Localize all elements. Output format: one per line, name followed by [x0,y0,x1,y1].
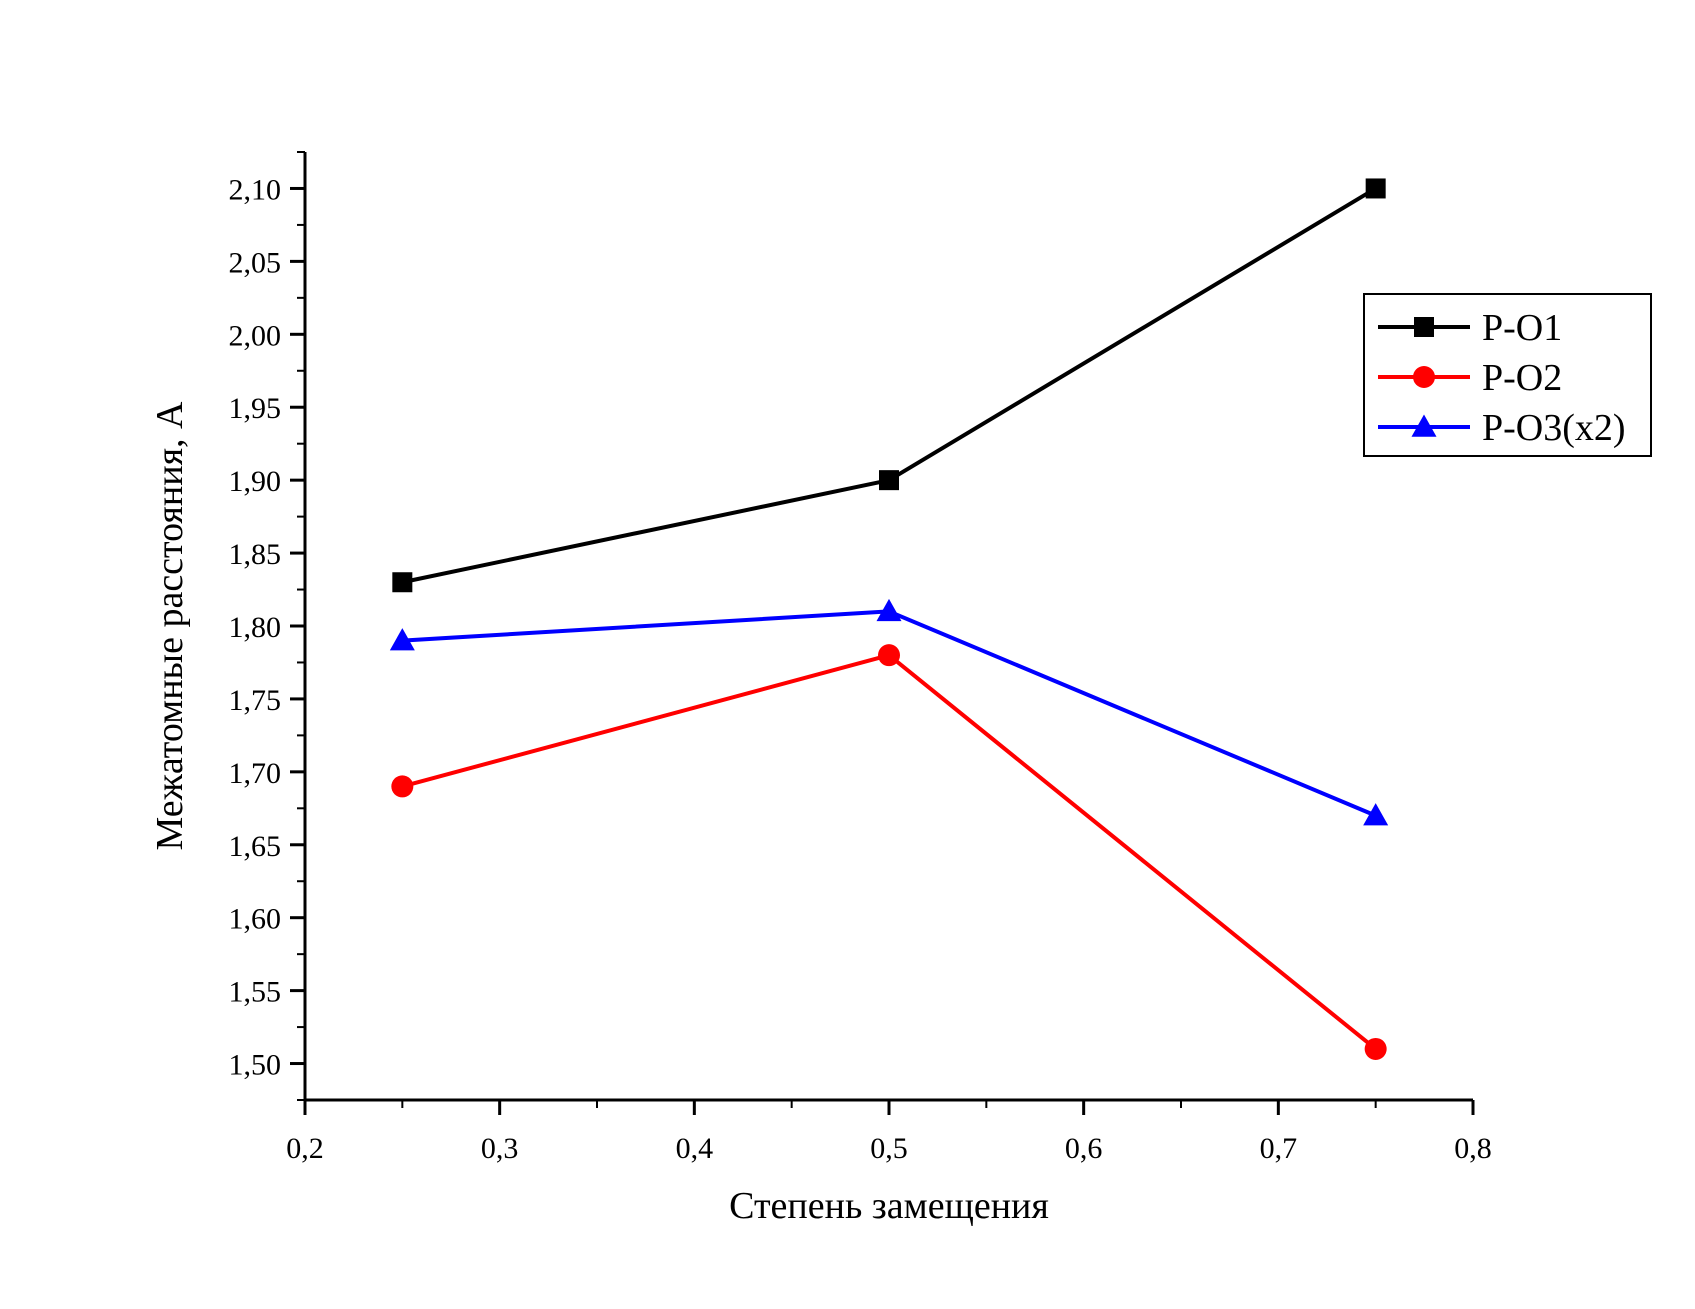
series-P-O2 [391,644,1387,1060]
legend-label: P-O2 [1482,357,1562,399]
data-point-square [392,572,413,593]
y-tick-label: 1,85 [229,538,282,571]
x-tick-label: 0,8 [1454,1132,1492,1165]
legend-label: P-O1 [1482,307,1562,349]
y-tick-label: 1,60 [229,903,282,936]
y-tick-label: 1,95 [229,392,282,425]
data-point-circle [391,775,414,798]
legend-entry: P-O2 [1378,357,1562,399]
y-tick-label: 1,65 [229,830,282,863]
y-tick-label: 1,70 [229,757,282,790]
x-ticks: 0,2 0,3 0,4 0,5 0,6 0,7 0,8 [286,1100,1492,1165]
legend-label: P-O3(x2) [1482,407,1626,449]
data-point-square [879,470,899,491]
data-point-circle [878,644,900,667]
series-line [401,186,1377,585]
series-layer [389,178,1389,1060]
x-tick-label: 0,2 [286,1132,324,1165]
data-point-triangle [389,628,415,651]
data-point-circle [1364,1037,1387,1060]
y-axis-title: Межатомные расстояния, А [149,401,191,851]
legend: P-O1 P-O2 P-O3(x2) [1363,293,1652,457]
series-line [402,609,1377,818]
data-point-triangle [1363,803,1389,826]
y-tick-label: 1,55 [229,976,282,1009]
legend-marker-circle [1413,366,1435,388]
x-tick-label: 0,5 [870,1132,908,1165]
x-axis-title: Степень замещения [729,1185,1049,1227]
legend-entry: P-O1 [1378,307,1562,349]
legend-entry: P-O3(x2) [1378,407,1626,449]
legend-marker-square [1414,317,1434,337]
y-tick-label: 2,00 [229,319,282,352]
x-tick-label: 0,3 [481,1132,519,1165]
series-P-O1 [392,178,1386,593]
y-tick-label: 2,10 [229,173,282,206]
series-P-O3(x2) [389,598,1389,826]
x-tick-label: 0,6 [1065,1132,1103,1165]
y-tick-label: 1,75 [229,684,282,717]
x-tick-label: 0,4 [676,1132,714,1165]
y-tick-label: 2,05 [229,246,282,279]
data-point-triangle [876,598,902,622]
x-tick-label: 0,7 [1260,1132,1298,1165]
y-tick-label: 1,80 [229,611,282,644]
y-tick-label: 1,90 [229,465,282,498]
y-tick-label: 1,50 [229,1049,282,1082]
axes [303,152,1473,1102]
legend-marker-triangle [1411,414,1437,437]
data-point-square [1365,178,1386,199]
y-ticks: 1,50 1,55 1,60 1,65 1,70 1,75 1,80 1,85 1,90 1,95… [229,151,305,1101]
series-line [401,653,1377,1051]
